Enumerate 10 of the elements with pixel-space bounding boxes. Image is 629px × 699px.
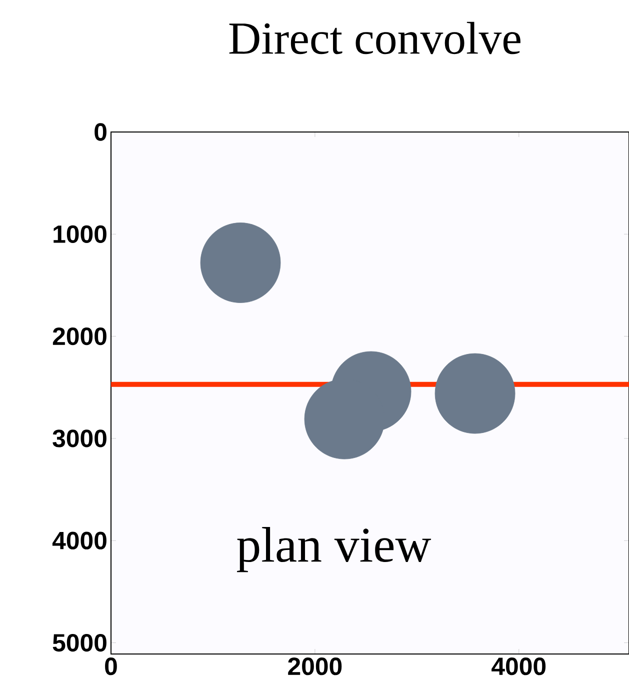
x-tick-label: 2000: [288, 658, 342, 676]
y-tick-label: 5000: [52, 634, 106, 652]
annotation: plan view: [237, 527, 432, 572]
y-tick-label: 4000: [52, 532, 106, 550]
y-tick-label: 2000: [52, 327, 106, 346]
x-tick-label: 4000: [492, 658, 546, 676]
y-tick-label: 0: [94, 123, 106, 141]
y-tick-label: 3000: [52, 430, 106, 448]
y-tick-label: 1000: [54, 225, 106, 243]
chart-title: Direct convolve: [229, 22, 520, 54]
